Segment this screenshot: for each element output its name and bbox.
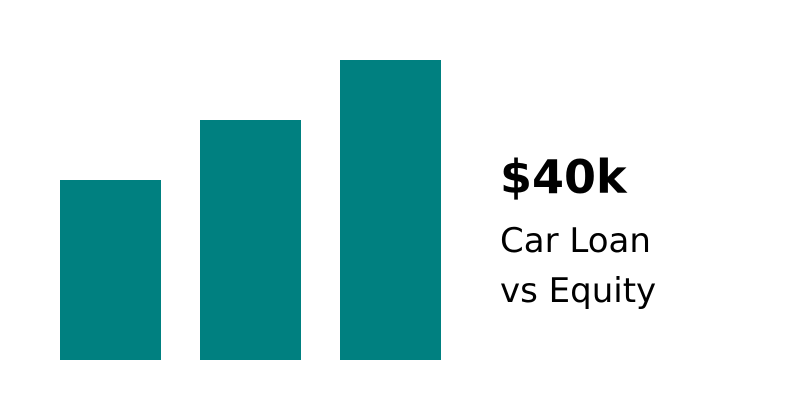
headline-amount: $40k [500, 150, 627, 204]
bar [200, 120, 301, 360]
subline-text: vs Equity [500, 271, 657, 311]
bar [60, 180, 161, 360]
subline-text: Car Loan [500, 221, 651, 261]
bar [340, 60, 441, 360]
